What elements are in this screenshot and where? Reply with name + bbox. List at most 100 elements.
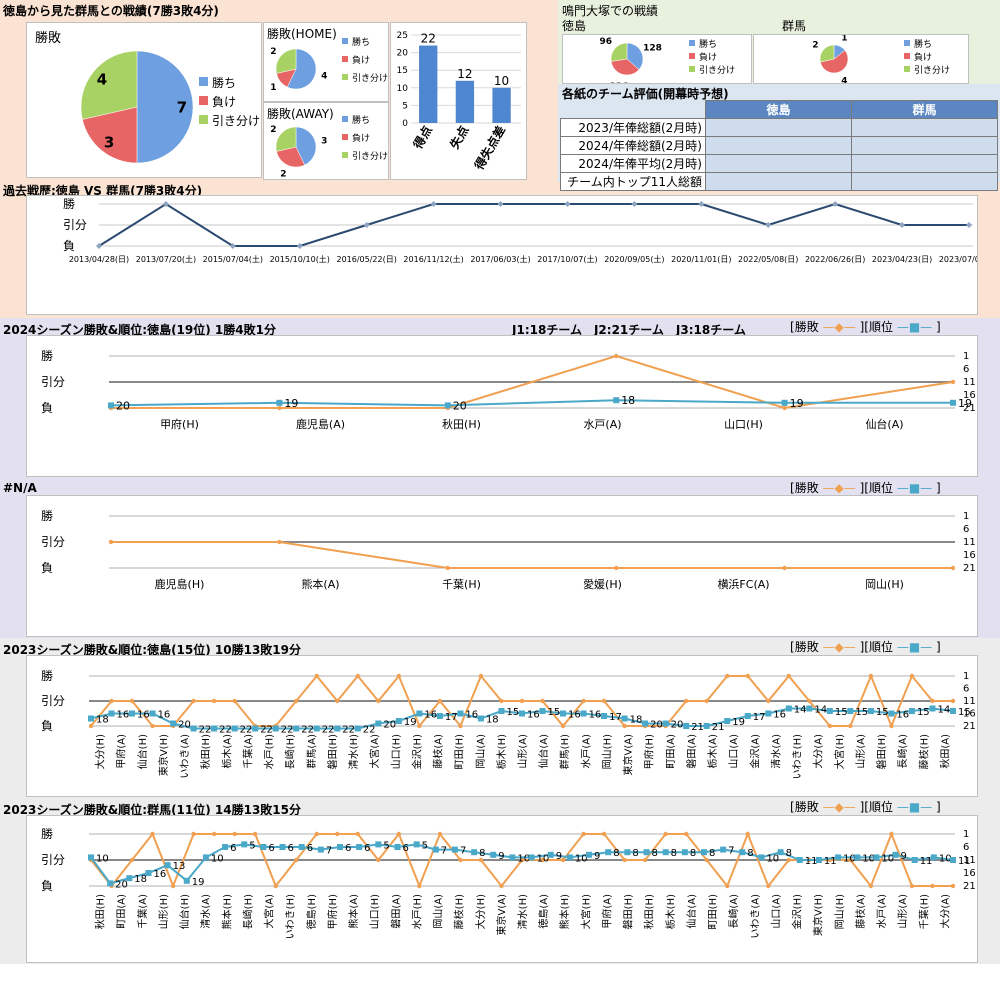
result-point: [170, 883, 176, 889]
rank-point: [356, 844, 363, 850]
rank-data-label: 10: [939, 853, 952, 864]
rank-data-label: 10: [862, 853, 875, 864]
rank-point: [528, 854, 535, 861]
x-tick-label: 2015/10/10(土): [270, 254, 330, 264]
eval-row: チーム内トップ11人総額: [560, 172, 998, 191]
legend-open: [: [790, 481, 795, 495]
eval-header-blank: [560, 100, 706, 119]
y-label: 負: [63, 239, 75, 253]
eval-cell: [851, 118, 998, 137]
x-tick-label: 水戸(A): [876, 894, 888, 929]
rank-axis-label: 21: [963, 563, 976, 574]
pie-data-label: 2: [270, 125, 276, 135]
rank-line: [90, 843, 954, 885]
rank-data-label: 14: [937, 705, 950, 716]
result-point: [355, 831, 361, 837]
rank-point: [149, 710, 156, 717]
eval-cell: [705, 118, 852, 137]
pie-slice: [610, 42, 628, 62]
x-tick-label: 水戸(A): [580, 734, 592, 769]
rank-data-label: 10: [96, 853, 109, 864]
pie-data-label: 96: [599, 37, 612, 47]
legend-close: ]: [859, 640, 865, 654]
rank-data-label: 6: [307, 843, 313, 854]
pie-slice: [136, 50, 194, 164]
x-tick-label: 2023/07/01(土): [939, 254, 977, 264]
x-tick-label: 長崎(H): [284, 734, 297, 769]
naruto-gunma-label: 群馬: [782, 19, 807, 33]
rank-data-label: 15: [876, 707, 889, 718]
result-point: [622, 857, 627, 863]
rank-data-label: 10: [211, 853, 224, 864]
x-tick-label: 磐田(A): [685, 734, 698, 769]
legend-open: [: [790, 640, 795, 654]
rank-point: [394, 844, 401, 850]
rank-data-label: 19: [790, 397, 804, 410]
rank-data-label: 17: [445, 712, 458, 723]
y-tick-label: 15: [397, 66, 408, 76]
x-tick-label: 横浜FC(A): [717, 577, 769, 591]
x-tick-label: 長崎(H): [241, 894, 254, 929]
eval-row: 2024/年俸総額(2月時): [560, 136, 998, 155]
rank-data-label: 15: [917, 707, 930, 718]
result-axis-label: 勝: [41, 348, 53, 363]
result-point: [725, 883, 730, 889]
data-point: [966, 222, 972, 228]
result-point: [445, 565, 450, 571]
result-point: [786, 673, 792, 679]
result-axis-label: 引分: [41, 853, 65, 867]
rank-data-label: 10: [575, 853, 588, 864]
legend-swatch: [199, 115, 208, 124]
rank-axis-label: 11: [963, 855, 976, 866]
pie-slice: [610, 58, 640, 76]
rank-data-label: 8: [632, 848, 638, 859]
rank-point: [867, 708, 874, 714]
x-tick-label: 熊本(H): [558, 894, 571, 929]
result-point: [129, 857, 135, 863]
legend-entry: 引き分け: [212, 114, 260, 128]
x-tick-label: 群馬(A): [305, 734, 318, 769]
rank-data-label: 16: [589, 710, 602, 721]
score-bar-panel: 0 5 10 15 20 25 22 得点 12 失点 10 得失点差: [390, 22, 527, 180]
data-point: [96, 243, 102, 249]
eval-row-label: 2024/年俸総額(2月時): [560, 136, 706, 155]
eval-row-label: 2023/年俸総額(2月時): [560, 118, 706, 137]
rank-data-label: 19: [404, 717, 417, 728]
x-tick-label: 磐田(H): [326, 734, 339, 769]
result-point: [458, 857, 463, 863]
result-point: [766, 698, 771, 704]
rank-point: [683, 723, 690, 729]
result-point: [782, 565, 787, 571]
x-tick-label: 磐田(A): [389, 894, 402, 929]
rank-data-label: 16: [773, 710, 786, 721]
x-tick-label: 東京V(H): [157, 734, 170, 776]
data-point: [430, 201, 437, 207]
legend-entry: 勝ち: [352, 36, 370, 48]
result-point: [950, 379, 956, 385]
result-point: [191, 831, 196, 837]
rank-data-label: 5: [422, 840, 428, 851]
rank-data-label: 20: [650, 720, 663, 731]
x-tick-label: 栃木(A): [220, 734, 233, 769]
rank-point: [413, 841, 420, 848]
data-point: [698, 201, 705, 207]
result-point: [614, 353, 619, 359]
eval-row-label: チーム内トップ11人総額: [560, 172, 706, 191]
legend-close: ]: [935, 640, 941, 654]
pie-data-label: 2: [812, 40, 818, 50]
season2024-title: 2024シーズン勝敗&順位:徳島(19位) 1勝4敗1分: [3, 323, 276, 337]
result-point: [478, 857, 484, 863]
summary-title: 徳島から見た群馬との戦績(7勝3敗4分): [3, 4, 219, 18]
rank-data-label: 22: [260, 725, 273, 736]
pie-data-label: 1: [841, 35, 847, 44]
naruto-tokushima-label: 徳島: [562, 19, 587, 33]
x-tick-label: 失点: [446, 123, 471, 151]
rank-point: [298, 844, 305, 850]
rank-data-label: 8: [747, 848, 753, 859]
rank-point: [108, 710, 115, 717]
legend-result-label: 勝敗: [794, 320, 819, 334]
result-axis-label: 勝: [41, 668, 53, 683]
legend-result-label: 勝敗: [794, 800, 819, 814]
